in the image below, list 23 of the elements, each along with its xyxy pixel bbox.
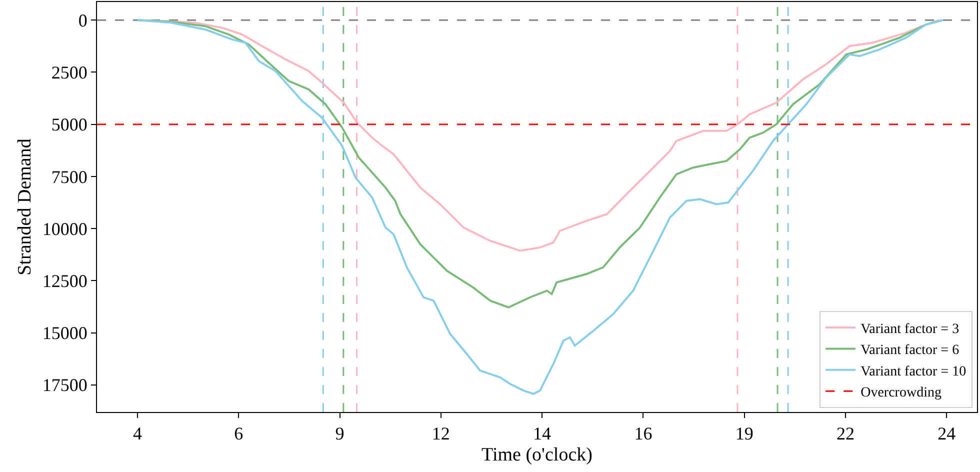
legend-label: Variant factor = 6 (860, 343, 960, 358)
x-tick-label: 14 (533, 424, 552, 444)
y-tick-label: 5000 (51, 114, 88, 135)
x-tick-label: 4 (132, 424, 142, 444)
x-tick-label: 6 (234, 424, 244, 444)
x-tick-label: 16 (634, 424, 652, 444)
y-tick-label: 12500 (42, 270, 88, 291)
y-tick-label: 17500 (42, 375, 88, 396)
y-tick-label: 15000 (42, 323, 88, 344)
x-axis-title: Time (o'clock) (482, 444, 592, 466)
y-tick-label: 2500 (51, 62, 88, 83)
y-tick-label: 7500 (51, 166, 88, 187)
legend-label: Variant factor = 3 (860, 322, 960, 337)
x-tick-label: 9 (335, 424, 344, 444)
y-tick-label: 10000 (42, 218, 88, 239)
legend-label: Overcrowding (860, 386, 942, 401)
y-axis-title: Stranded Demand (14, 138, 36, 276)
legend-label: Variant factor = 10 (860, 364, 966, 380)
x-tick-label: 19 (735, 424, 754, 444)
x-tick-label: 12 (432, 424, 450, 444)
x-tick-label: 24 (938, 424, 956, 444)
y-tick-label: 0 (78, 10, 88, 30)
x-tick-label: 22 (836, 424, 855, 444)
